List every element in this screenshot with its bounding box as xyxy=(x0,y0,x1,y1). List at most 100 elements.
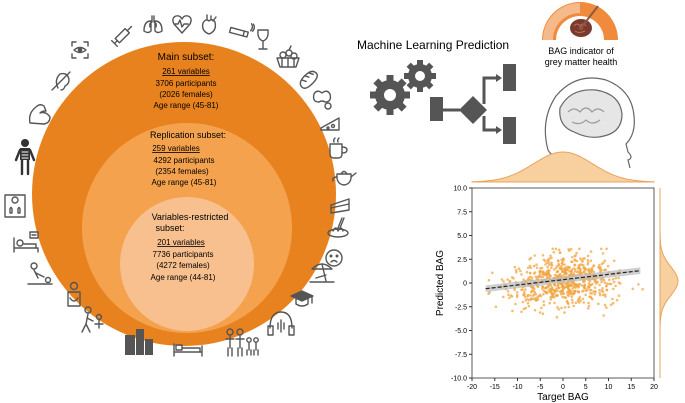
main-subset-participants: 3706 participants xyxy=(156,79,217,88)
eye-scan-icon xyxy=(71,41,89,59)
scatter-point xyxy=(575,251,578,255)
x-tick-label: 20 xyxy=(650,384,658,391)
restricted-subset-participants: 7736 participants xyxy=(153,250,214,259)
gear-icon xyxy=(370,75,410,115)
scatter-point xyxy=(542,289,546,293)
scatter-point xyxy=(575,270,579,274)
y-axis-label: Predicted BAG xyxy=(435,250,446,316)
scatter-point xyxy=(533,254,537,257)
scatter-point xyxy=(581,257,585,261)
scatter-point xyxy=(567,305,570,309)
bread-icon xyxy=(299,70,318,89)
scatter-point xyxy=(556,306,559,309)
scatter-point xyxy=(611,301,615,305)
scatter-point xyxy=(593,286,597,289)
x-tick-label: -5 xyxy=(537,384,543,391)
scatter-point xyxy=(513,265,517,269)
scatter-point xyxy=(515,270,518,274)
scatter-point xyxy=(573,264,576,267)
scatter-point xyxy=(543,273,547,277)
sad-face-icon xyxy=(325,249,343,267)
scatter-point xyxy=(533,308,537,312)
scatter-point xyxy=(543,259,547,263)
scatter-point xyxy=(515,291,519,294)
scatter-point xyxy=(546,258,550,262)
heart-icon xyxy=(201,14,217,35)
scatter-point xyxy=(547,263,551,267)
scatter-point xyxy=(532,272,536,275)
scatter-point xyxy=(591,297,594,301)
scatter-point xyxy=(605,288,609,292)
scatter-point xyxy=(587,304,591,308)
scatter-point xyxy=(551,247,554,251)
skeleton-icon xyxy=(14,139,36,176)
scatter-point xyxy=(561,292,565,295)
scatter-point xyxy=(609,303,613,307)
scatter-point xyxy=(552,268,556,271)
scatter-point xyxy=(526,266,530,270)
scatter-point xyxy=(544,263,547,266)
scatter-point xyxy=(540,306,543,310)
scatter-point xyxy=(584,293,587,297)
restricted-subset-variables: 201 variables xyxy=(157,238,205,247)
scatter-point xyxy=(641,287,644,291)
fruit-basket-icon xyxy=(276,45,300,68)
main-subset-variables: 261 variables xyxy=(162,67,210,76)
scatter-point xyxy=(555,287,558,291)
y-tick-label: -7.5 xyxy=(455,352,467,359)
scatter-point xyxy=(561,263,564,266)
scatter-point xyxy=(560,283,564,287)
scatter-point xyxy=(558,286,561,290)
scatter-point xyxy=(522,290,526,294)
scatter-point xyxy=(536,295,539,299)
scatter-point xyxy=(491,271,494,275)
scatter-point xyxy=(508,279,512,283)
scatter-point xyxy=(592,264,596,267)
scatter-point xyxy=(590,292,594,295)
scatter-point xyxy=(487,278,491,282)
scatter-point xyxy=(547,261,550,265)
ml-title: Machine Learning Prediction xyxy=(357,38,509,52)
scatter-point xyxy=(578,282,582,286)
scatter-point xyxy=(542,293,545,296)
restricted-subset-text: Variables-restricted subset: 201 variabl… xyxy=(151,212,229,282)
scatter-point xyxy=(553,301,556,305)
scatter-point xyxy=(606,264,610,268)
scatter-point xyxy=(500,278,504,281)
scatter-point xyxy=(524,295,527,299)
scatter-point xyxy=(537,275,540,278)
scatter-point xyxy=(529,291,533,294)
scatter-point xyxy=(598,263,601,267)
scatter-point xyxy=(547,268,550,272)
scatter-point xyxy=(567,267,571,270)
y-tick-label: -5.0 xyxy=(455,328,467,335)
scatter-point xyxy=(586,254,590,258)
scatter-point xyxy=(590,269,594,273)
x-axis-label: Target BAG xyxy=(537,392,589,403)
restricted-subset-title-1: Variables-restricted xyxy=(152,212,229,222)
scatter-point xyxy=(531,287,535,290)
restricted-subset-title-2: subset: xyxy=(155,223,184,233)
scatter-point xyxy=(587,286,591,289)
scatter-point xyxy=(502,280,505,283)
scatter-point xyxy=(550,256,553,260)
scatter-point xyxy=(591,282,594,286)
scatter-point xyxy=(583,285,586,289)
scatter-point xyxy=(556,285,559,288)
scatter-point xyxy=(573,289,577,293)
scatter-point xyxy=(597,302,600,306)
y-tick-label: 7.5 xyxy=(457,209,467,216)
scatter-point xyxy=(551,286,554,289)
scatter-point xyxy=(539,275,543,279)
scatter-point xyxy=(545,291,548,295)
scatter-point xyxy=(578,263,582,267)
scatter-point xyxy=(552,250,556,254)
family-icon xyxy=(225,328,259,357)
restricted-subset-age: Age range (44-81) xyxy=(151,273,216,282)
scatter-point xyxy=(589,250,593,253)
scatter-point xyxy=(589,295,592,299)
flow-start-block xyxy=(430,97,443,121)
scatter-point xyxy=(533,290,537,294)
ml-gears xyxy=(370,60,436,115)
hearing-icon xyxy=(51,71,71,91)
